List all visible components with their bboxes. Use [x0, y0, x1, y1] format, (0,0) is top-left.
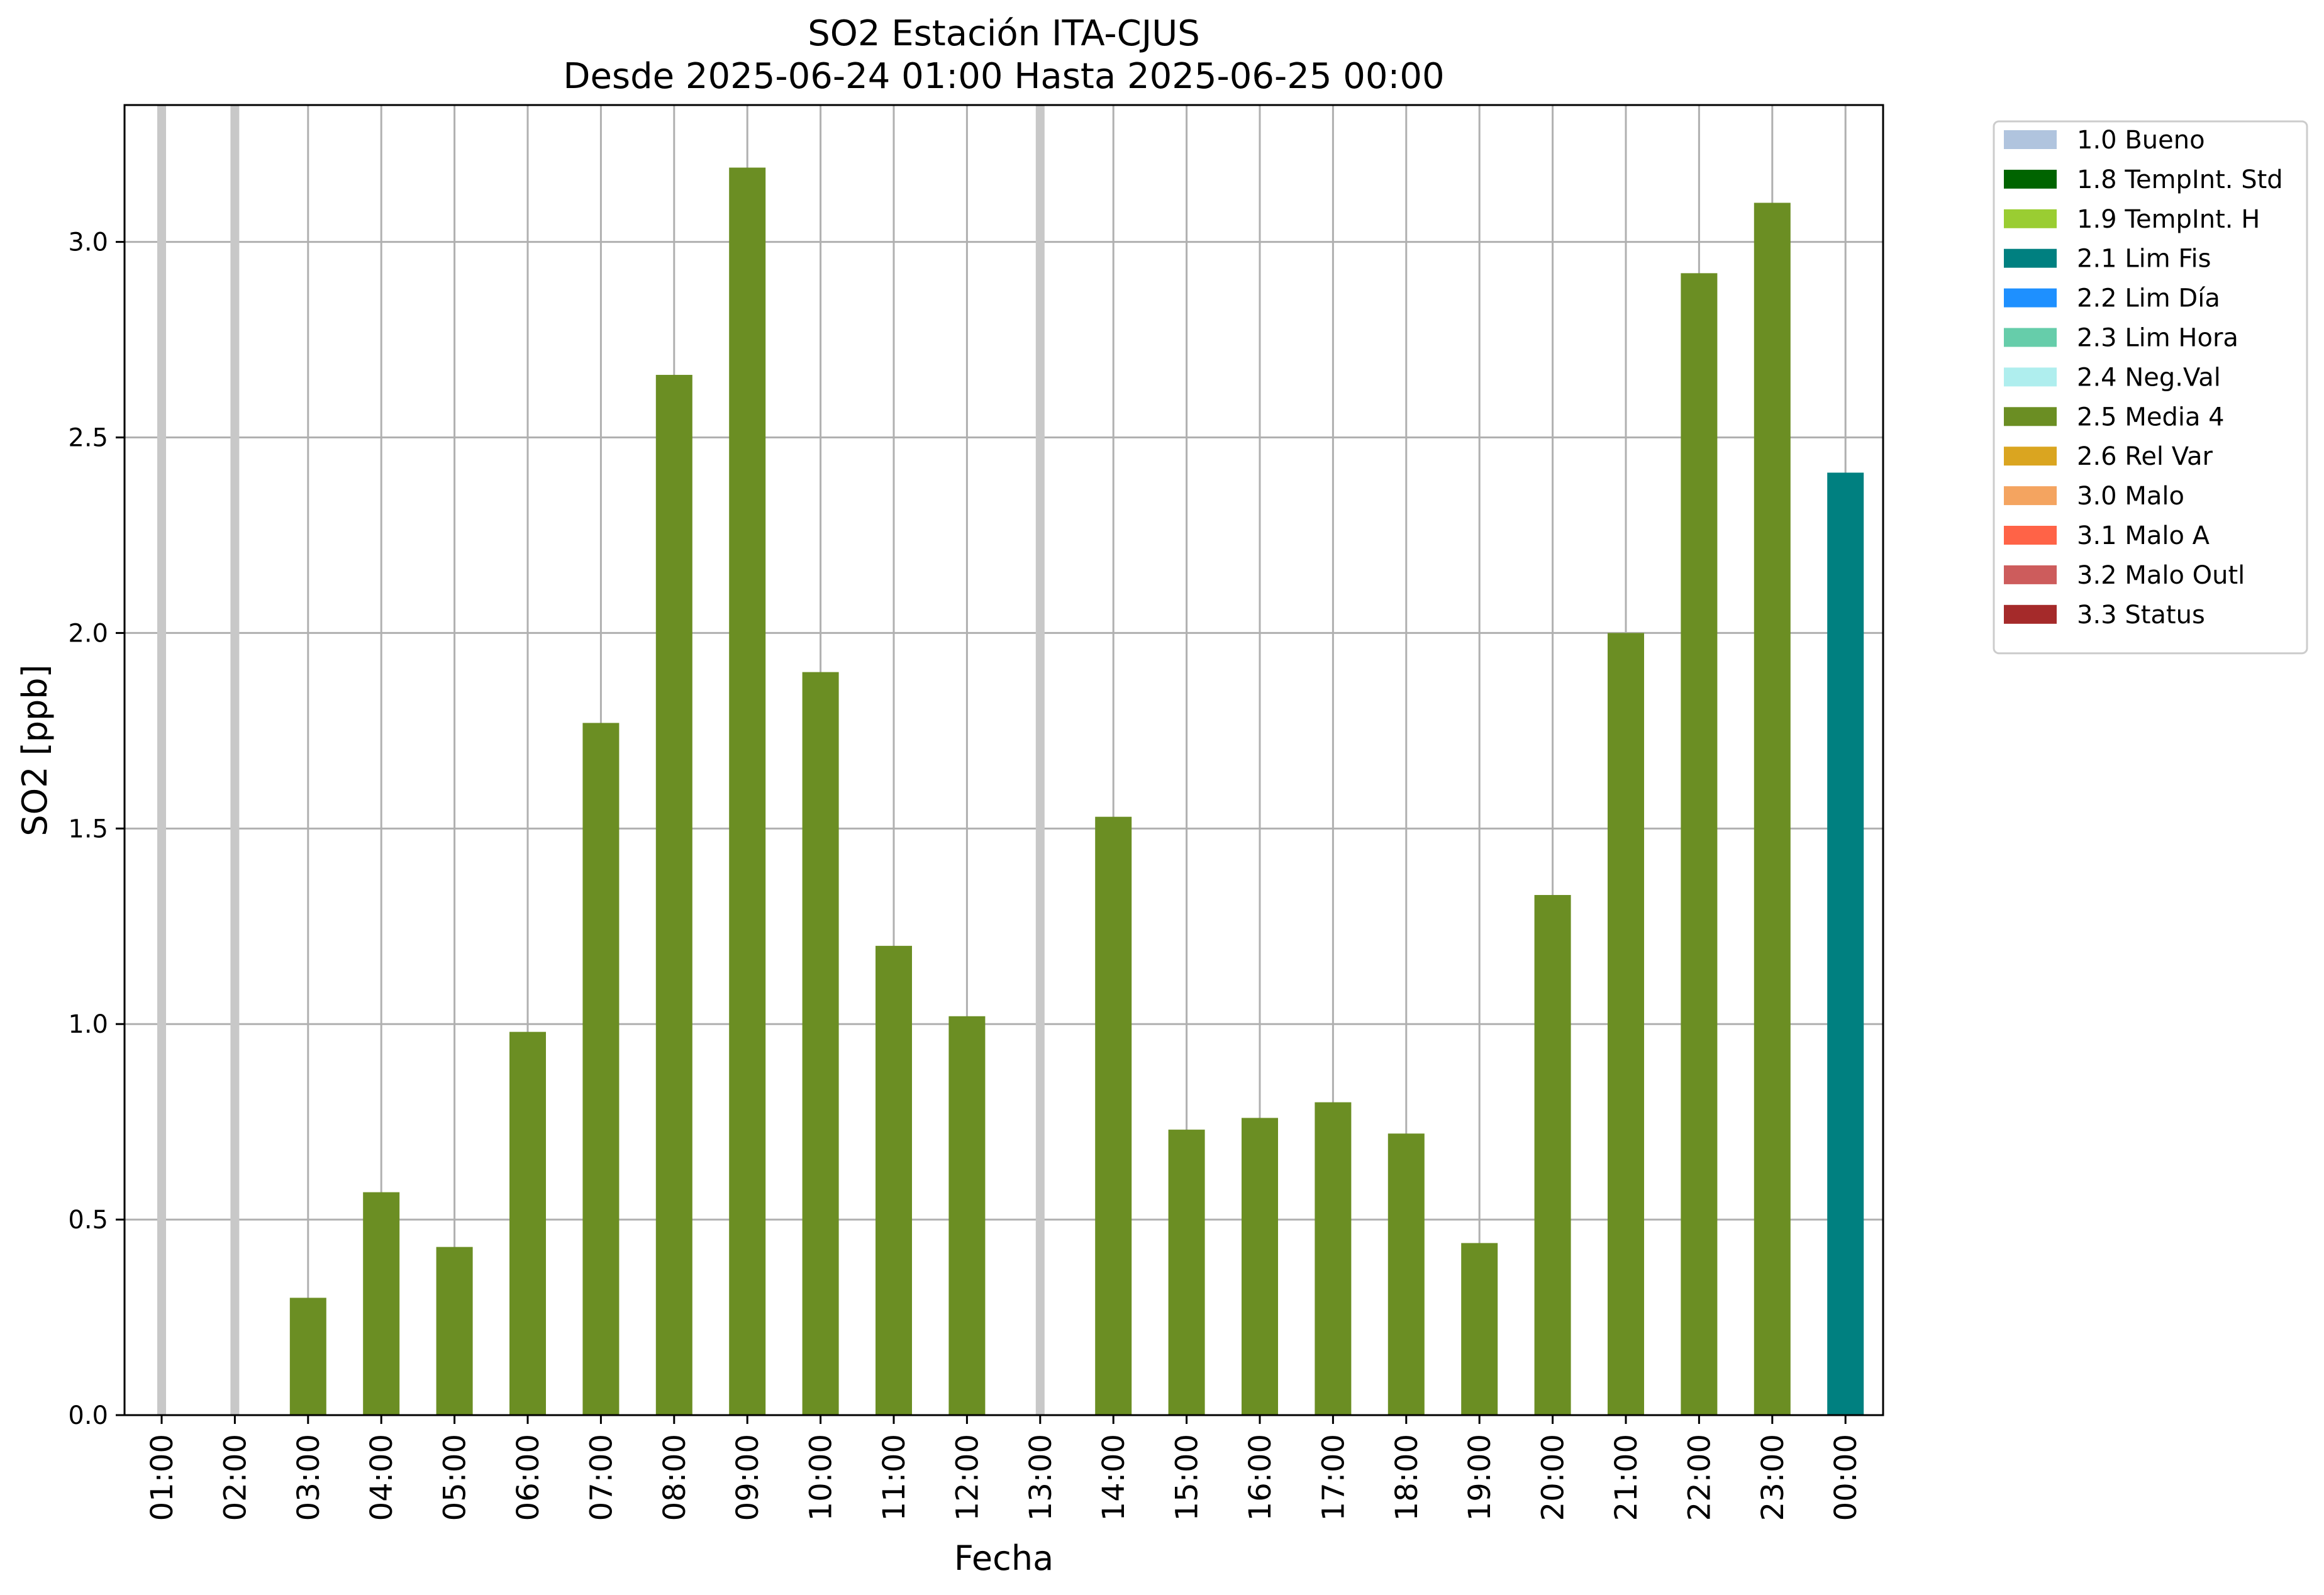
chart-title: SO2 Estación ITA-CJUS	[808, 13, 1200, 54]
legend-label: 2.2 Lim Día	[2077, 284, 2220, 313]
x-tick-label: 15:00	[1170, 1434, 1205, 1521]
x-tick-label: 21:00	[1609, 1434, 1644, 1521]
x-tick-label: 17:00	[1316, 1434, 1351, 1521]
legend-swatch	[2004, 367, 2057, 387]
legend-swatch	[2004, 486, 2057, 506]
legend-swatch	[2004, 447, 2057, 466]
legend-label: 2.4 Neg.Val	[2077, 363, 2221, 392]
legend-swatch	[2004, 604, 2057, 624]
bar	[1095, 816, 1132, 1415]
plot-frame	[123, 104, 1884, 1416]
bar	[655, 375, 692, 1415]
x-tick-label: 23:00	[1755, 1434, 1791, 1521]
legend-label: 3.2 Malo Outl	[2077, 561, 2245, 590]
x-tick-label: 03:00	[291, 1434, 326, 1521]
bar	[509, 1031, 546, 1415]
bar	[1461, 1243, 1498, 1415]
x-tick-label: 04:00	[364, 1434, 399, 1521]
legend-swatch	[2004, 565, 2057, 584]
x-tick-label: 10:00	[804, 1434, 839, 1521]
bar	[363, 1192, 400, 1415]
bar	[1534, 895, 1571, 1415]
x-tick-label: 09:00	[730, 1434, 765, 1521]
bar	[1168, 1130, 1205, 1415]
legend-swatch	[2004, 526, 2057, 545]
y-tick-label: 1.5	[68, 814, 108, 843]
x-tick-label: 07:00	[584, 1434, 619, 1521]
legend-label: 3.1 Malo A	[2077, 521, 2210, 550]
legend-swatch	[2004, 169, 2057, 189]
legend-label: 1.0 Bueno	[2077, 126, 2205, 155]
legend-label: 2.3 Lim Hora	[2077, 324, 2238, 353]
bar	[1681, 273, 1718, 1416]
y-tick-label: 2.5	[68, 424, 108, 453]
x-tick-label: 19:00	[1462, 1434, 1498, 1521]
plot-area: 0.0 0.5 1.0 1.5 2.0 2.5 3.0 01:00 02:00 03:00 04:0…	[68, 104, 1884, 1521]
x-tick-label: 22:00	[1682, 1434, 1717, 1521]
y-tick-label: 1.0	[68, 1010, 108, 1039]
legend-swatch	[2004, 288, 2057, 308]
x-tick-label: 16:00	[1243, 1434, 1278, 1521]
legend-swatch	[2004, 130, 2057, 149]
x-tick-label: 20:00	[1536, 1434, 1571, 1521]
x-tick-label: 06:00	[511, 1434, 546, 1521]
bar	[1242, 1118, 1278, 1415]
x-tick-label: 12:00	[950, 1434, 985, 1521]
bar	[289, 1298, 326, 1415]
legend-label: 2.6 Rel Var	[2077, 442, 2213, 471]
x-tick-label: 01:00	[145, 1434, 180, 1521]
legend: 1.0 Bueno 1.8 TempInt. Std 1.9 TempInt. H 2…	[1993, 120, 2308, 655]
bar	[1315, 1102, 1352, 1415]
legend-label: 2.5 Media 4	[2077, 403, 2225, 431]
bar	[729, 167, 766, 1415]
bar	[1754, 203, 1791, 1415]
chart-subtitle: Desde 2025-06-24 01:00 Hasta 2025-06-25 …	[563, 56, 1444, 97]
y-tick-label: 3.0	[68, 228, 108, 257]
legend-label: 2.1 Lim Fis	[2077, 245, 2211, 274]
x-tick-label: 13:00	[1023, 1434, 1059, 1521]
bar	[876, 945, 912, 1415]
bar	[1827, 472, 1864, 1415]
legend-swatch	[2004, 248, 2057, 268]
legend-label: 1.9 TempInt. H	[2077, 205, 2260, 234]
legend-swatch	[2004, 328, 2057, 347]
bar	[436, 1247, 473, 1415]
y-axis-label: SO2 [ppb]	[15, 664, 55, 836]
bar	[948, 1016, 986, 1415]
legend-label: 3.0 Malo	[2077, 482, 2184, 511]
x-tick-label: 14:00	[1096, 1434, 1131, 1521]
x-tick-label: 00:00	[1828, 1434, 1864, 1521]
y-tick-label: 2.0	[68, 619, 108, 648]
x-tick-label: 11:00	[877, 1434, 912, 1521]
x-tick-label: 08:00	[657, 1434, 692, 1521]
bar	[1608, 633, 1644, 1415]
y-tick-label: 0.5	[68, 1206, 108, 1235]
legend-swatch	[2004, 209, 2057, 228]
legend-box	[1993, 120, 2308, 655]
x-tick-label: 02:00	[218, 1434, 253, 1521]
bar	[802, 672, 839, 1415]
x-tick-label: 18:00	[1389, 1434, 1425, 1521]
legend-label: 3.3 Status	[2077, 601, 2205, 630]
bar	[1387, 1133, 1425, 1415]
x-tick-label: 05:00	[438, 1434, 473, 1521]
y-tick-label: 0.0	[68, 1401, 108, 1430]
x-axis-label: Fecha	[954, 1538, 1054, 1578]
legend-swatch	[2004, 407, 2057, 426]
bar	[582, 723, 620, 1415]
legend-label: 1.8 TempInt. Std	[2077, 165, 2283, 194]
